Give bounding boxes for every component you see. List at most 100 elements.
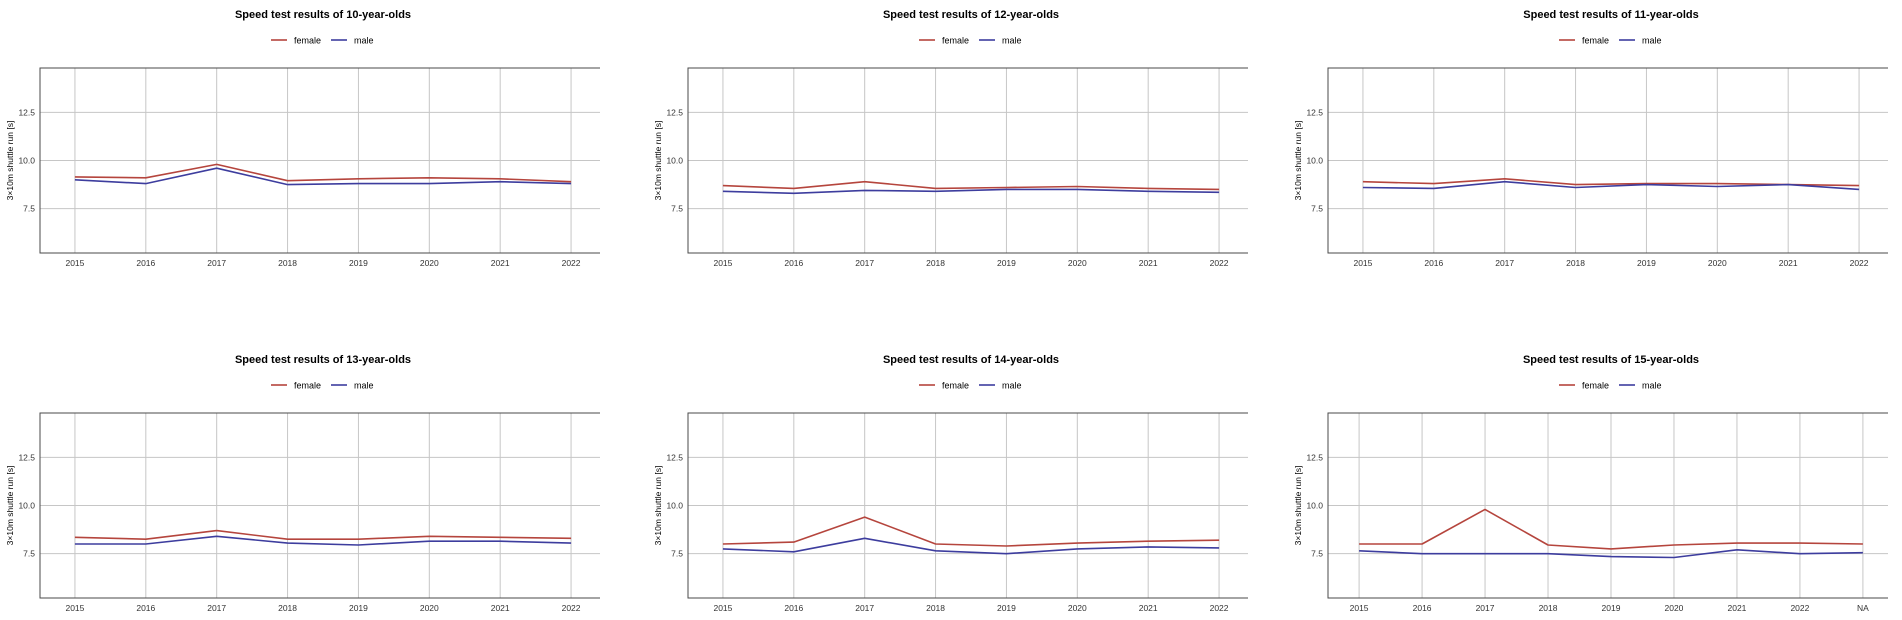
legend-label-female: female: [294, 36, 321, 46]
x-tick-label: 2020: [1665, 603, 1684, 613]
y-tick-label: 12.5: [18, 107, 35, 117]
x-tick-label: 2017: [855, 258, 874, 268]
plot-frame: [1327, 67, 1888, 254]
x-tick-label: 2022: [1210, 258, 1229, 268]
chart-panel-4: Speed test results of 13-year-olds female…: [5, 354, 600, 613]
series-line-female: [1359, 508, 1863, 550]
x-tick-label: 2020: [420, 603, 439, 613]
y-tick-label: 10.0: [666, 501, 683, 511]
x-tick-label: 2017: [855, 603, 874, 613]
y-tick-label: 7.5: [671, 549, 683, 559]
legend-label-female: female: [942, 36, 969, 46]
x-tick-label: 2017: [207, 258, 226, 268]
y-tick-label: 7.5: [671, 204, 683, 214]
x-tick-label: 2015: [65, 603, 84, 613]
x-tick-label: 2021: [1139, 603, 1158, 613]
series-line-male: [74, 167, 572, 186]
series-line-female: [722, 180, 1220, 191]
x-tick-label: 2022: [562, 603, 581, 613]
legend-label-female: female: [1582, 381, 1609, 391]
x-tick-label: 2015: [713, 258, 732, 268]
y-tick-label: 12.5: [18, 452, 35, 462]
x-tick-label: 2020: [1708, 258, 1727, 268]
x-tick-label: 2019: [1602, 603, 1621, 613]
y-axis-label: 3×10m shuttle run [s]: [653, 466, 663, 546]
x-tick-label: 2018: [926, 603, 945, 613]
y-tick-label: 12.5: [1306, 452, 1323, 462]
x-tick-label: 2016: [784, 603, 803, 613]
chart-title: Speed test results of 11-year-olds: [1523, 9, 1698, 21]
series-line-female: [74, 529, 572, 540]
plot-frame: [1327, 412, 1888, 599]
plot-frame: [39, 67, 600, 254]
x-tick-label: 2016: [1413, 603, 1432, 613]
x-tick-label: 2018: [1566, 258, 1585, 268]
chart-title: Speed test results of 13-year-olds: [235, 354, 411, 366]
plot-frame: [687, 67, 1248, 254]
y-axis-label: 3×10m shuttle run [s]: [1293, 121, 1303, 201]
y-tick-label: 7.5: [1311, 549, 1323, 559]
x-tick-label: 2020: [1068, 603, 1087, 613]
chart-title: Speed test results of 10-year-olds: [235, 9, 411, 21]
legend-label-female: female: [294, 381, 321, 391]
x-tick-label: 2021: [491, 258, 510, 268]
x-tick-label: 2015: [1353, 258, 1372, 268]
x-tick-label: 2020: [420, 258, 439, 268]
y-axis-label: 3×10m shuttle run [s]: [1293, 466, 1303, 546]
y-tick-label: 7.5: [23, 204, 35, 214]
x-tick-label: 2019: [997, 603, 1016, 613]
x-tick-label: 2017: [1495, 258, 1514, 268]
series-line-male: [722, 188, 1220, 195]
chart-title: Speed test results of 12-year-olds: [883, 9, 1059, 21]
x-tick-label: 2022: [1850, 258, 1869, 268]
y-tick-label: 10.0: [18, 501, 35, 511]
y-tick-label: 12.5: [666, 107, 683, 117]
chart-title: Speed test results of 14-year-olds: [883, 354, 1059, 366]
x-tick-label: 2020: [1068, 258, 1087, 268]
x-tick-label: 2019: [1637, 258, 1656, 268]
x-tick-label: 2022: [1210, 603, 1229, 613]
legend-label-female: female: [942, 381, 969, 391]
y-tick-label: 7.5: [1311, 204, 1323, 214]
legend-label-female: female: [1582, 36, 1609, 46]
series-line-male: [722, 537, 1220, 555]
x-tick-label: 2016: [784, 258, 803, 268]
x-tick-label: 2015: [713, 603, 732, 613]
x-tick-label: 2022: [562, 258, 581, 268]
legend-label-male: male: [1002, 381, 1022, 391]
x-tick-label: 2015: [1350, 603, 1369, 613]
chart-panel-1: Speed test results of 10-year-olds female…: [5, 9, 600, 268]
y-tick-label: 10.0: [18, 156, 35, 166]
chart-title: Speed test results of 15-year-olds: [1523, 354, 1699, 366]
legend-label-male: male: [354, 381, 374, 391]
y-tick-label: 10.0: [1306, 156, 1323, 166]
chart-panel-5: Speed test results of 14-year-olds female…: [653, 354, 1248, 613]
x-tick-label: 2018: [278, 603, 297, 613]
series-line-male: [1362, 180, 1860, 191]
x-tick-label: 2021: [1779, 258, 1798, 268]
chart-panel-6: Speed test results of 15-year-olds female…: [1293, 354, 1888, 613]
y-axis-label: 3×10m shuttle run [s]: [5, 466, 15, 546]
y-tick-label: 10.0: [666, 156, 683, 166]
chart-panel-3: Speed test results of 11-year-olds female…: [1293, 9, 1888, 268]
x-tick-label: 2016: [136, 603, 155, 613]
y-axis-label: 3×10m shuttle run [s]: [653, 121, 663, 201]
y-tick-label: 12.5: [1306, 107, 1323, 117]
x-tick-label: 2021: [1139, 258, 1158, 268]
y-axis-label: 3×10m shuttle run [s]: [5, 121, 15, 201]
series-line-female: [722, 516, 1220, 547]
x-tick-label: 2018: [926, 258, 945, 268]
x-tick-label: 2018: [278, 258, 297, 268]
legend-label-male: male: [1642, 381, 1662, 391]
x-tick-label: 2016: [1424, 258, 1443, 268]
x-tick-label: 2019: [349, 603, 368, 613]
x-tick-label: 2022: [1790, 603, 1809, 613]
plot-frame: [39, 412, 600, 599]
y-tick-label: 7.5: [23, 549, 35, 559]
series-line-male: [74, 535, 572, 546]
legend-label-male: male: [1002, 36, 1022, 46]
legend-label-male: male: [354, 36, 374, 46]
x-tick-label: 2021: [1727, 603, 1746, 613]
x-tick-label: 2017: [207, 603, 226, 613]
